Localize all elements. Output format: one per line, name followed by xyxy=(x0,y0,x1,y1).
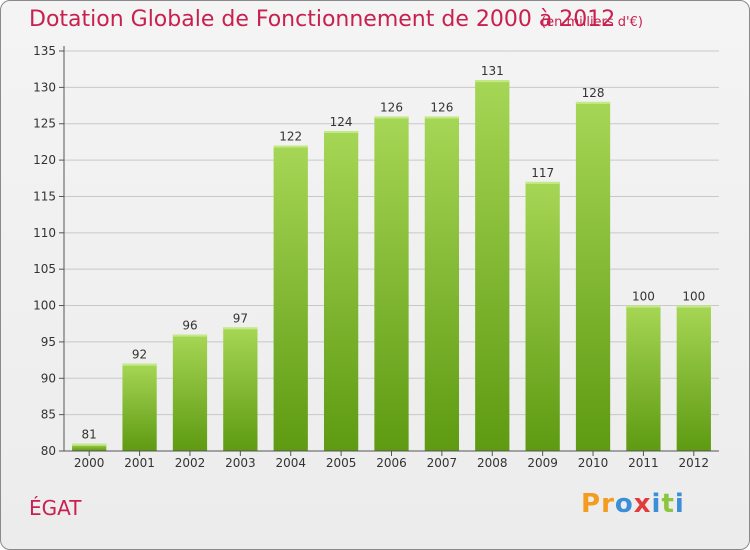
y-tick-label: 100 xyxy=(33,299,56,313)
y-tick-label: 130 xyxy=(33,80,56,94)
bar xyxy=(323,131,359,451)
y-tick-label: 90 xyxy=(41,371,56,385)
logo-letter: x xyxy=(633,489,652,519)
bar-highlight xyxy=(122,363,157,366)
x-tick-label: 2009 xyxy=(527,456,558,470)
bar xyxy=(525,181,560,451)
bar xyxy=(676,305,711,451)
bar-highlight xyxy=(424,116,460,119)
bar xyxy=(475,80,510,451)
x-tick-label: 2008 xyxy=(477,456,508,470)
y-tick-label: 120 xyxy=(33,153,56,167)
bar-highlight xyxy=(172,334,208,337)
y-tick-label: 125 xyxy=(33,117,56,131)
logo-letter: t xyxy=(661,489,675,519)
logo-letter: r xyxy=(601,489,615,519)
data-label: 128 xyxy=(582,86,605,100)
x-tick-label: 2012 xyxy=(679,456,710,470)
x-tick-label: 2003 xyxy=(225,456,256,470)
x-tick-label: 2007 xyxy=(427,456,458,470)
y-tick-label: 95 xyxy=(41,335,56,349)
data-label: 100 xyxy=(632,290,655,304)
bar-highlight xyxy=(374,116,409,119)
data-label: 131 xyxy=(481,64,504,78)
x-tick-label: 2011 xyxy=(628,456,659,470)
bar xyxy=(72,443,107,451)
bar-highlight xyxy=(676,305,711,308)
data-label: 97 xyxy=(233,311,248,325)
data-label: 126 xyxy=(430,100,453,114)
y-tick-label: 110 xyxy=(33,226,56,240)
bar xyxy=(575,101,611,451)
x-tick-label: 2002 xyxy=(175,456,206,470)
bar-highlight xyxy=(323,131,359,133)
logo-letter: i xyxy=(674,489,685,519)
data-label: 92 xyxy=(132,348,147,362)
data-label: 81 xyxy=(82,428,97,442)
y-tick-label: 135 xyxy=(33,44,56,58)
x-tick-label: 2005 xyxy=(326,456,357,470)
data-label: 117 xyxy=(531,166,554,180)
bar-highlight xyxy=(72,443,107,446)
bar xyxy=(273,145,308,451)
bar xyxy=(172,334,208,451)
x-tick-label: 2000 xyxy=(74,456,105,470)
bar-highlight xyxy=(525,181,560,184)
data-label: 124 xyxy=(330,115,353,129)
y-tick-label: 105 xyxy=(33,262,56,276)
logo-letter: P xyxy=(581,489,602,519)
bar-highlight xyxy=(575,101,611,104)
data-label: 100 xyxy=(682,290,705,304)
bar-highlight xyxy=(475,80,510,83)
data-label: 122 xyxy=(279,130,302,144)
logo-letter: o xyxy=(614,489,634,519)
logo-letter: i xyxy=(651,489,662,519)
bar-highlight xyxy=(626,305,661,308)
chart-title: Dotation Globale de Fonctionnement de 20… xyxy=(29,7,616,32)
bar xyxy=(122,363,157,451)
x-tick-label: 2006 xyxy=(376,456,407,470)
y-tick-label: 85 xyxy=(41,408,56,422)
x-tick-label: 2004 xyxy=(275,456,306,470)
bar xyxy=(424,116,460,452)
chart-unit: (en milliers d'€) xyxy=(541,15,643,30)
x-tick-label: 2010 xyxy=(578,456,609,470)
bar xyxy=(626,305,661,451)
y-tick-label: 115 xyxy=(33,189,56,203)
bar-highlight xyxy=(273,145,308,148)
x-tick-label: 2001 xyxy=(124,456,155,470)
commune-name: ÉGAT xyxy=(29,496,82,520)
bar xyxy=(223,327,258,451)
proxiti-logo: Proxiti xyxy=(581,489,685,519)
data-label: 96 xyxy=(182,319,197,333)
bar-highlight xyxy=(223,327,258,330)
data-label: 126 xyxy=(380,100,403,114)
bar xyxy=(374,116,409,452)
y-tick-label: 80 xyxy=(41,444,56,458)
